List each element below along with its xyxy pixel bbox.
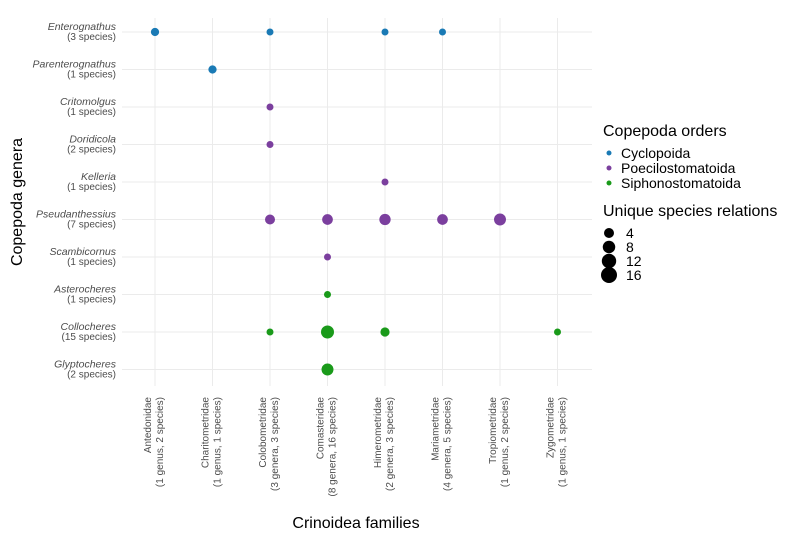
legend-key-cyclopoida <box>606 150 612 156</box>
legend-label-cyclopoida: Cyclopoida <box>621 145 690 161</box>
point-collocheres-comasteridae <box>321 325 334 339</box>
y-tick-sublabel-scambicornus: (1 species) <box>67 257 116 268</box>
point-pseudanthessius-mariametridae <box>437 214 448 225</box>
legend-label-poecilostomatoida: Poecilostomatoida <box>621 160 736 176</box>
legend-label-siphonostomatoida: Siphonostomatoida <box>621 175 741 191</box>
legend-size-title: Unique species relations <box>603 203 777 220</box>
point-glyptocheres-comasteridae <box>321 363 334 376</box>
legend-key-siphonostomatoida <box>606 180 612 186</box>
x-axis-ticks: Antedonidae (1 genus, 2 species) Charitome… <box>143 397 569 497</box>
x-tick-sublabel-antedonidae: (1 genus, 2 species) <box>155 397 166 487</box>
point-kelleria-himerometridae <box>381 178 389 186</box>
legend-size-label-4: 4 <box>626 225 634 241</box>
y-tick-sublabel-collocheres: (15 species) <box>62 332 116 343</box>
y-axis-ticks: Enterognathus(3 species) Parenterognathus… <box>33 21 117 381</box>
point-enterognathus-antedonidae <box>150 27 160 37</box>
y-tick-sublabel-parenterognathus: (1 species) <box>67 70 116 81</box>
x-tick-label-charitometridae: Charitometridae <box>201 397 212 469</box>
x-tick-label-tropiometridae: Tropiometridae <box>488 397 499 464</box>
x-tick-label-mariametridae: Mariametridae <box>431 397 442 461</box>
point-pseudanthessius-colobometridae <box>265 214 275 225</box>
legend-color-title: Copepoda orders <box>603 123 727 140</box>
point-collocheres-himerometridae <box>380 327 390 337</box>
x-tick-sublabel-charitometridae: (1 genus, 1 species) <box>213 397 224 487</box>
point-enterognathus-mariametridae <box>439 28 446 36</box>
point-doridicola-colobometridae <box>266 141 274 148</box>
legend-size-label-8: 8 <box>626 239 634 255</box>
y-tick-label-enterognathus: Enterognathus <box>48 21 117 33</box>
y-tick-label-asterocheres: Asterocheres <box>53 284 117 296</box>
point-pseudanthessius-tropiometridae <box>494 213 506 226</box>
x-tick-sublabel-colobometridae: (3 genera, 3 species) <box>270 397 281 491</box>
point-enterognathus-himerometridae <box>381 28 389 36</box>
x-tick-label-antedonidae: Antedonidae <box>143 397 154 454</box>
x-tick-label-zygometridae: Zygometridae <box>546 397 557 459</box>
y-tick-label-scambicornus: Scambicornus <box>49 246 116 258</box>
point-critomolgus-colobometridae <box>266 103 274 111</box>
x-tick-sublabel-tropiometridae: (1 genus, 2 species) <box>500 397 511 487</box>
point-asterocheres-comasteridae <box>324 291 331 298</box>
points-layer <box>150 27 561 376</box>
y-tick-sublabel-enterognathus: (3 species) <box>67 32 116 43</box>
legend-size-key-12 <box>601 253 617 269</box>
y-tick-sublabel-critomolgus: (1 species) <box>67 107 116 118</box>
legend-size-label-12: 12 <box>626 253 642 269</box>
y-tick-sublabel-doridicola: (2 species) <box>67 145 116 156</box>
legend-size-label-16: 16 <box>626 267 642 283</box>
y-tick-label-critomolgus: Critomolgus <box>60 96 117 108</box>
point-pseudanthessius-comasteridae <box>322 214 333 225</box>
y-tick-label-glyptocheres: Glyptocheres <box>54 359 117 371</box>
y-axis-title: Copepoda genera <box>9 138 26 266</box>
x-tick-label-himerometridae: Himerometridae <box>373 397 384 469</box>
x-tick-label-comasteridae: Comasteridae <box>316 397 327 460</box>
point-collocheres-zygometridae <box>554 328 561 336</box>
grid-layer <box>122 18 592 386</box>
x-tick-label-colobometridae: Colobometridae <box>258 397 269 468</box>
x-tick-sublabel-zygometridae: (1 genus, 1 species) <box>558 397 569 487</box>
legend-size-key-16 <box>601 267 617 283</box>
y-tick-label-kelleria: Kelleria <box>81 171 116 183</box>
y-tick-sublabel-asterocheres: (1 species) <box>67 295 116 306</box>
point-collocheres-colobometridae <box>266 328 274 336</box>
x-tick-sublabel-mariametridae: (4 genera, 5 species) <box>443 397 454 491</box>
point-parenterognathus-charitometridae <box>208 65 217 74</box>
legend-copepoda-orders: Copepoda orders CyclopoidaPoecilostomato… <box>603 123 741 191</box>
x-tick-sublabel-himerometridae: (2 genera, 3 species) <box>385 397 396 491</box>
y-tick-label-parenterognathus: Parenterognathus <box>33 59 117 71</box>
y-tick-label-collocheres: Collocheres <box>61 321 117 333</box>
y-tick-label-doridicola: Doridicola <box>69 134 116 146</box>
legend-size-key-4 <box>604 228 614 238</box>
legend-key-poecilostomatoida <box>606 165 612 171</box>
y-tick-label-pseudanthessius: Pseudanthessius <box>36 209 117 221</box>
y-tick-sublabel-pseudanthessius: (7 species) <box>67 220 116 231</box>
point-enterognathus-colobometridae <box>266 28 274 36</box>
y-tick-sublabel-kelleria: (1 species) <box>67 182 116 193</box>
point-pseudanthessius-himerometridae <box>379 213 391 226</box>
legend-size-key-8 <box>602 240 616 254</box>
x-axis-title: Crinoidea families <box>292 515 419 532</box>
x-tick-sublabel-comasteridae: (8 genera, 16 species) <box>328 397 339 497</box>
y-tick-sublabel-glyptocheres: (2 species) <box>67 370 116 381</box>
point-scambicornus-comasteridae <box>324 253 331 261</box>
